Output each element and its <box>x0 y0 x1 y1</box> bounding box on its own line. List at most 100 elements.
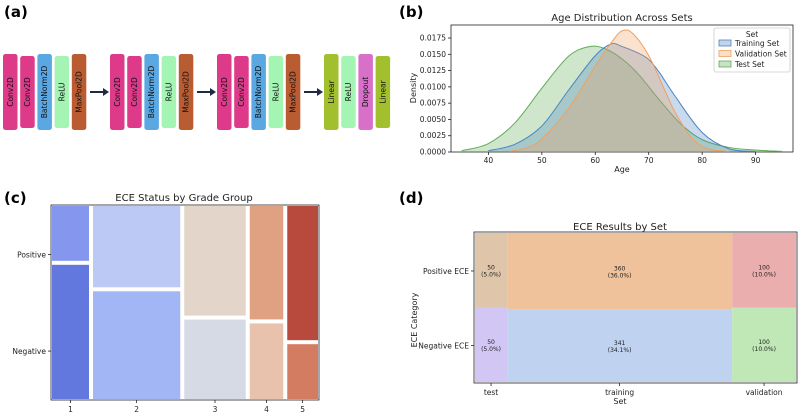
layer-block <box>110 54 125 130</box>
y-tick-label: 0.0100 <box>420 82 446 91</box>
mosaic-cell-negative-ece <box>475 307 508 382</box>
layer-block <box>268 56 284 128</box>
set-mosaic-cells: 50(5.0%)50(5.0%)360(36.0%)341(34.1%)100(… <box>475 233 796 382</box>
panel-label-a: (a) <box>4 3 28 21</box>
layer-block <box>127 56 142 128</box>
layer-label: ReLU <box>57 83 66 102</box>
set-mosaic-title: ECE Results by Set <box>573 222 667 233</box>
set-mosaic-axes: test training validation Positive ECE Negati… <box>418 231 798 397</box>
layer-label: Conv2D <box>23 77 32 107</box>
x-tick-label: training <box>605 388 634 397</box>
x-tick-label: validation <box>746 388 783 397</box>
flow-arrow-head <box>210 88 216 96</box>
cell-count: 100 <box>758 264 770 271</box>
layer-block <box>285 54 301 130</box>
density-line-validation-set <box>509 29 729 152</box>
layer-block <box>251 54 266 130</box>
layer-label: MaxPool2D <box>289 71 298 113</box>
x-tick-label: 70 <box>644 156 654 165</box>
architecture-diagram: Conv2D Conv2D BatchNorm2D ReLU MaxPool2D Conv… <box>3 54 391 130</box>
density-chart-title: Age Distribution Across Sets <box>551 13 692 24</box>
y-tick-label: 0.0000 <box>420 148 446 157</box>
layer-block <box>217 54 232 130</box>
y-tick-label: Positive <box>17 251 46 260</box>
y-tick-label: 0.0150 <box>420 50 446 59</box>
layer-label: Conv2D <box>6 77 15 107</box>
layer-block <box>71 54 87 130</box>
x-tick-label: 90 <box>751 156 761 165</box>
cell-count: 50 <box>487 264 495 271</box>
mosaic-cell-positive <box>249 206 284 320</box>
layer-block <box>20 56 35 128</box>
x-tick-label: 40 <box>484 156 494 165</box>
x-tick-label: 3 <box>213 405 218 414</box>
legend-swatch <box>718 39 732 47</box>
layer-label: Conv2D <box>220 77 229 107</box>
y-tick-label: Negative ECE <box>418 341 469 350</box>
legend-box <box>713 27 791 73</box>
cell-percent: (10.0%) <box>752 346 776 353</box>
mosaic-cell-positive-ece <box>732 233 796 308</box>
layer-block <box>341 56 356 128</box>
cell-percent: (10.0%) <box>752 271 776 278</box>
layer-label: Conv2D <box>113 77 122 107</box>
layer-block <box>234 56 249 128</box>
layer-block <box>358 54 373 130</box>
x-tick-label: 1 <box>68 405 73 414</box>
y-tick-label: 0.0175 <box>420 34 446 43</box>
density-area-validation-set <box>509 29 729 153</box>
mosaic-cell-positive-ece <box>475 233 508 308</box>
mosaic-cell-negative-ece <box>507 309 733 382</box>
legend-entry: Training Set <box>734 39 779 48</box>
mosaic-cell-negative <box>184 319 246 399</box>
legend-swatch <box>718 50 732 57</box>
layer-label: BatchNorm2D <box>147 65 156 118</box>
mosaic-cell-positive <box>93 206 181 288</box>
layer-block <box>324 54 339 130</box>
layer-label: Dropout <box>361 77 370 107</box>
layer-label: Conv2D <box>130 77 139 107</box>
layer-block <box>37 54 52 130</box>
cell-percent: (34.1%) <box>608 347 632 354</box>
x-tick-label: test <box>484 388 498 397</box>
mosaic-cell-negative <box>287 344 318 399</box>
layer-label: MaxPool2D <box>75 71 84 113</box>
flow-arrow-head <box>317 88 323 96</box>
density-areas <box>461 29 783 153</box>
y-tick-label: Positive ECE <box>423 267 469 276</box>
legend-entry: Validation Set <box>735 50 787 59</box>
layer-label: ReLU <box>164 83 173 102</box>
density-y-axis-label: Density <box>409 73 418 104</box>
ece-grade-mosaic: ECE Status by Grade Group 1 2 3 4 5 Positive N… <box>12 193 320 414</box>
ece-set-mosaic: 50(5.0%)50(5.0%)360(36.0%)341(34.1%)100(… <box>410 222 798 406</box>
cell-count: 360 <box>614 265 626 272</box>
density-line-training-set <box>488 42 756 152</box>
panel-label-b: (b) <box>399 3 423 21</box>
mosaic-cell-positive-ece <box>507 233 733 310</box>
mosaic-cell-negative-ece <box>732 307 796 382</box>
x-tick-label: 2 <box>134 405 139 414</box>
x-tick-label: 60 <box>591 156 601 165</box>
layer-block <box>54 56 70 128</box>
layer-block <box>375 56 391 128</box>
grade-mosaic-cells <box>52 206 318 399</box>
layer-label: MaxPool2D <box>182 71 191 113</box>
legend-title: Set <box>746 30 758 39</box>
cell-percent: (5.0%) <box>481 346 501 353</box>
set-mosaic-x-axis-label: Set <box>613 397 626 406</box>
density-x-axis-label: Age <box>614 165 630 174</box>
y-tick-label: 0.0025 <box>420 131 446 140</box>
x-tick-label: 5 <box>300 405 305 414</box>
layer-block <box>3 54 18 130</box>
layer-label: ReLU <box>271 83 280 102</box>
mosaic-frame <box>50 204 320 401</box>
x-tick-label: 80 <box>697 156 707 165</box>
panel-label-c: (c) <box>4 189 27 207</box>
layer-label: BatchNorm2D <box>40 65 49 118</box>
grade-mosaic-title: ECE Status by Grade Group <box>115 193 252 204</box>
mosaic-cell-positive <box>52 206 89 261</box>
y-tick-label: 0.0075 <box>420 99 446 108</box>
flow-arrow-head <box>103 88 109 96</box>
panel-label-d: (d) <box>399 189 423 207</box>
y-tick-label: 0.0050 <box>420 115 446 124</box>
